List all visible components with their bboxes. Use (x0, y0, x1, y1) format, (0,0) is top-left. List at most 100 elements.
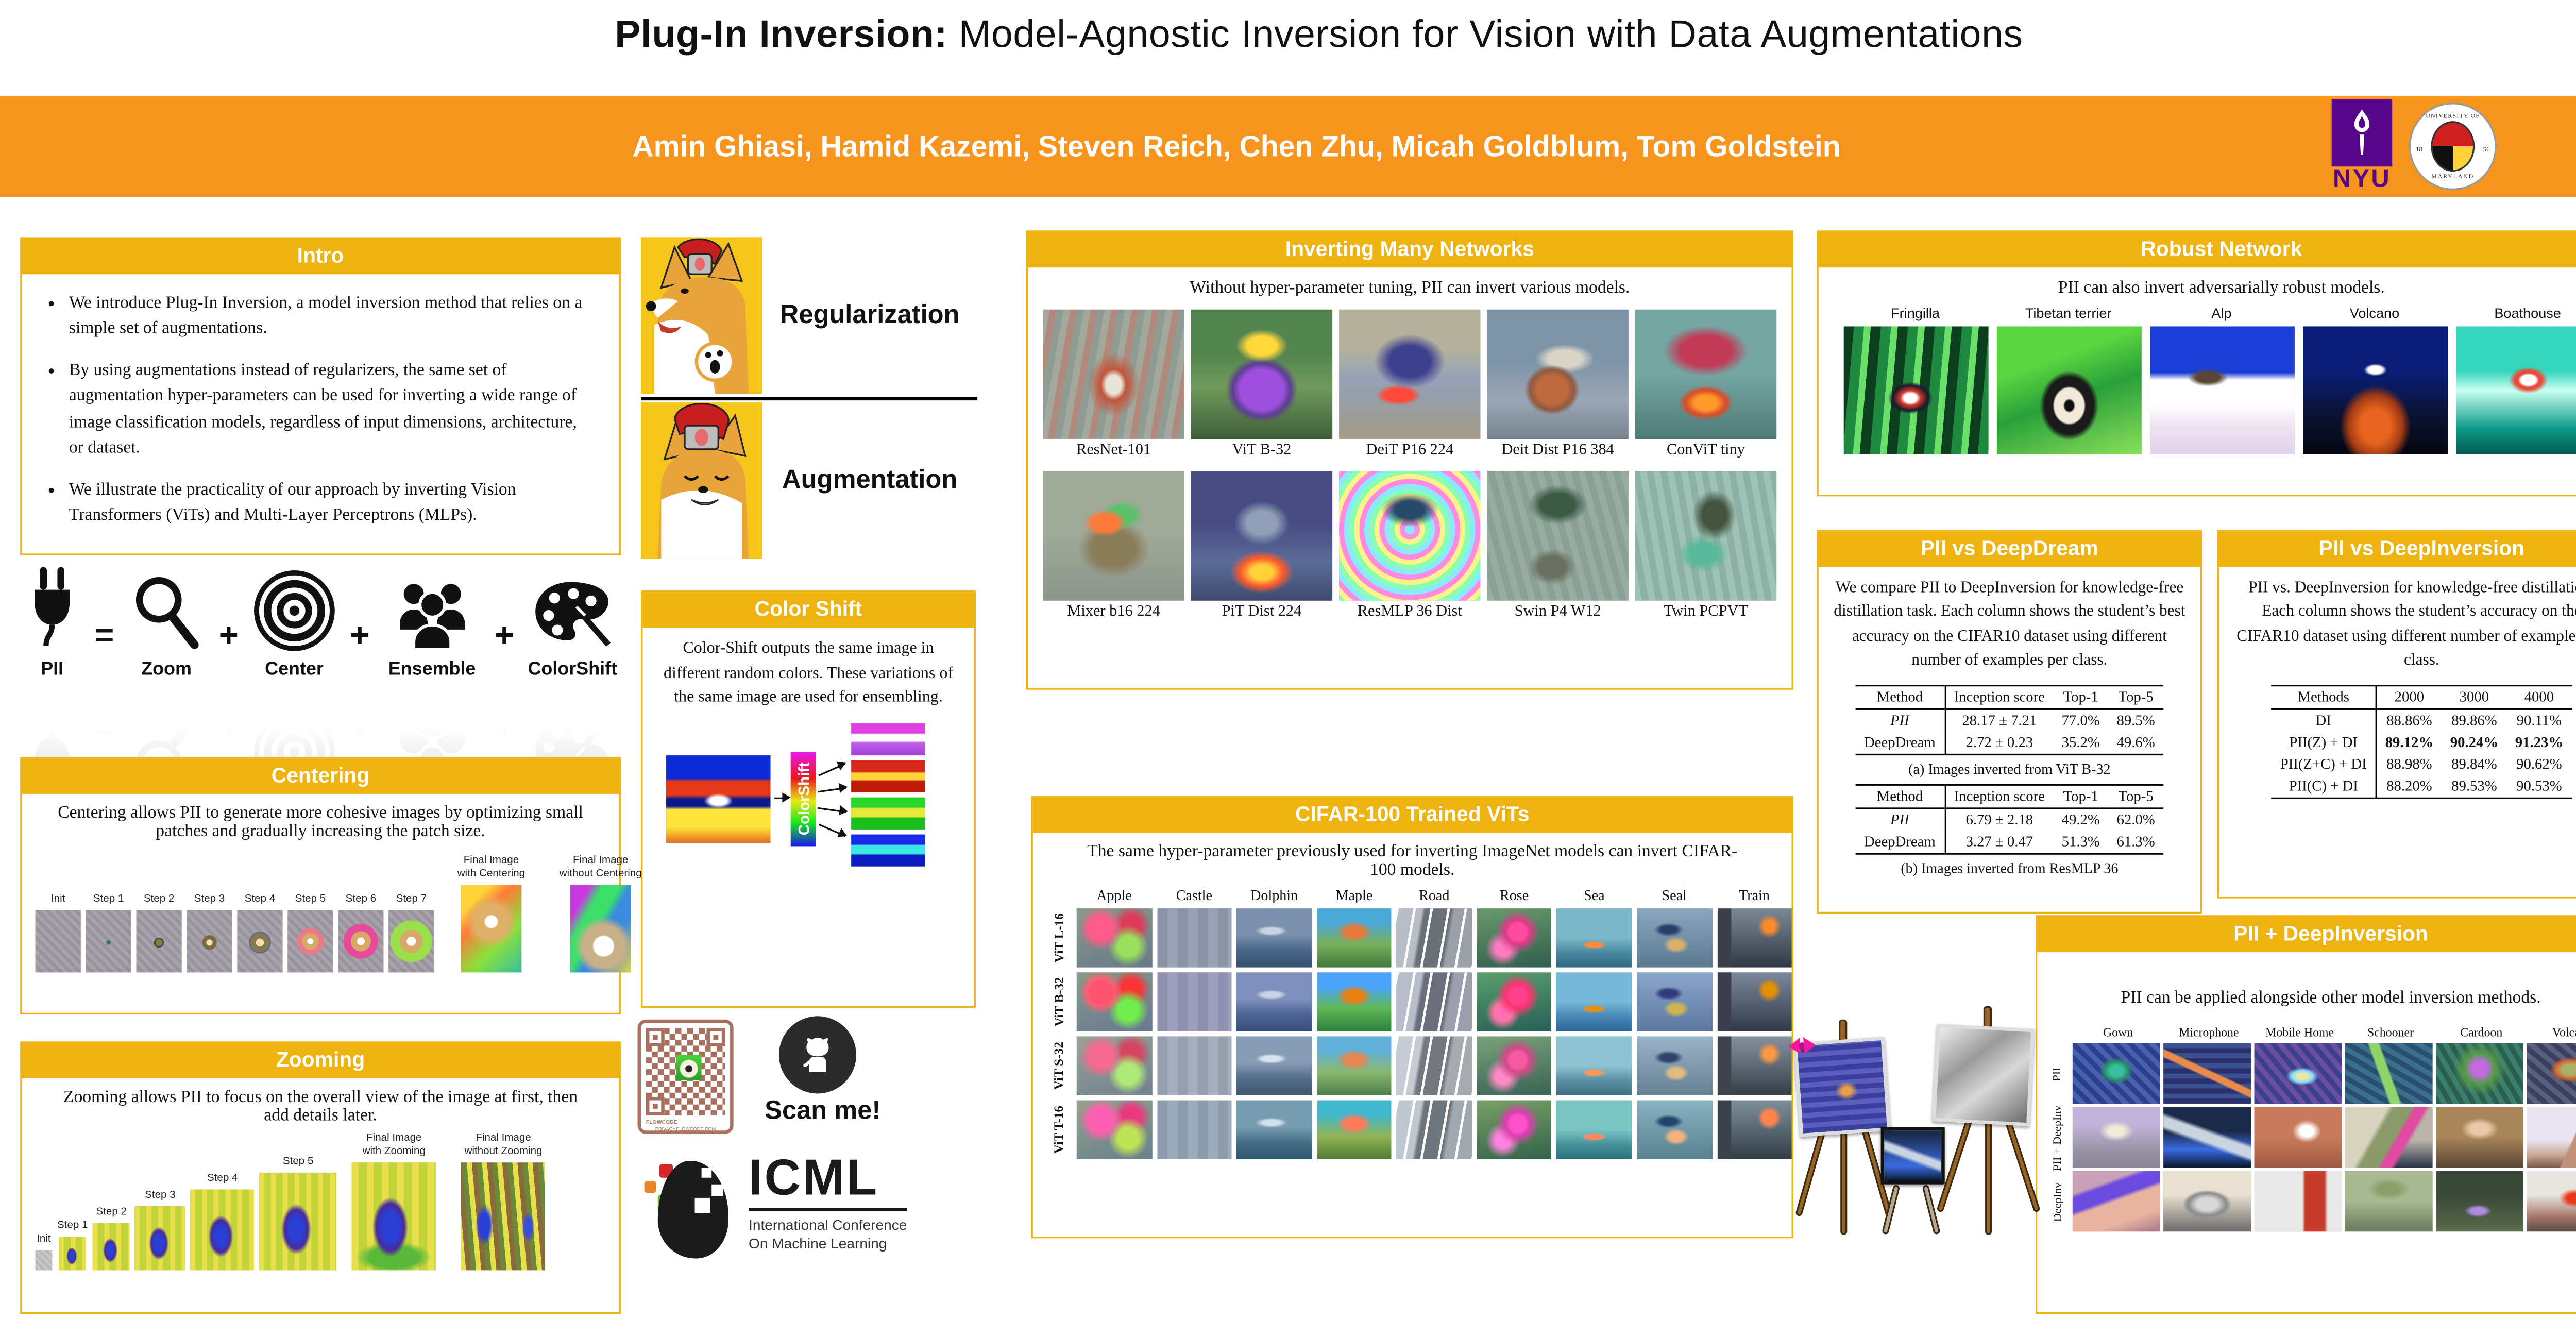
equation-term-label: PII (41, 683, 64, 703)
table-cell: 90.53% (2516, 777, 2562, 794)
final-image-label: Final Image without Centering (559, 854, 642, 880)
many-networks-box: Inverting Many Networks Without hyper-pa… (1026, 230, 1793, 690)
pii-plus-di-header: PII + DeepInversion (2037, 917, 2576, 953)
cifar-column-label: Sea (1584, 886, 1605, 904)
author-banner: Amin Ghiasi, Hamid Kazemi, Steven Reich,… (0, 96, 2576, 197)
scan-me-label: Scan me! (765, 1096, 881, 1126)
equation-operator: + (350, 617, 370, 655)
icml-wordmark: ICML (749, 1153, 907, 1212)
title-bold: Plug-In Inversion: (615, 11, 948, 56)
cifar-image (1636, 1036, 1712, 1095)
equation-term-label: Zoom (141, 660, 192, 680)
colorshift-header: Color Shift (642, 592, 974, 628)
table-row: DeepDream 2.72 ± 0.23 35.2% 49.6% (1855, 731, 2164, 754)
cifar-column-labels: Apple Castle Dolphin Maple Road Rose Sea Seal Tr… (1077, 887, 1792, 904)
cifar-column-label: Seal (1662, 886, 1687, 904)
table-cell: 90.11% (2516, 712, 2562, 729)
table-cell: 62.0% (2116, 811, 2155, 828)
table-header-cell: Top-1 (2063, 688, 2098, 705)
table-cell: 77.0% (2061, 712, 2100, 729)
cifar-image (1636, 972, 1712, 1031)
cifar-column-label: Train (1739, 886, 1770, 904)
step-label: Init (50, 893, 65, 905)
cifar-image (1397, 908, 1472, 968)
colorshift-source-image (666, 755, 771, 843)
easel-canvas-deepinv (1880, 1127, 1945, 1185)
icml-sub1: International Conference (749, 1216, 907, 1233)
people-icon (383, 576, 481, 653)
network-label: Twin PCPVT (1663, 604, 1749, 621)
plug-icon (24, 565, 81, 653)
deepinversion-header: PII vs DeepInversion (2218, 531, 2576, 567)
network-cell: Mixer b16 224 (1043, 471, 1184, 621)
table-cell: 88.86% (2375, 708, 2442, 731)
inverted-image (1487, 471, 1629, 601)
table-header-cell: Top-5 (2118, 688, 2154, 705)
authors: Amin Ghiasi, Hamid Kazemi, Steven Reich,… (632, 128, 1841, 163)
pdi-image (2072, 1171, 2160, 1232)
equation-term-ensemble: Ensemble (383, 683, 481, 757)
umd-seal-bottom-text: MARYLAND (2431, 173, 2475, 180)
robust-image (1843, 326, 1988, 454)
pdi-image (2527, 1107, 2576, 1168)
pdi-image (2527, 1171, 2576, 1232)
cifar-column-label: Rose (1500, 886, 1529, 904)
umd-year-right: 56 (2483, 144, 2490, 154)
qr-privacy: PRIVACY.FLOWCODE.COM (655, 1124, 716, 1131)
cifar-row: ViT T-16 (1046, 1100, 1792, 1159)
cifar-header: CIFAR-100 Trained ViTs (1032, 797, 1792, 833)
cifar-column-label: Castle (1176, 886, 1212, 904)
icml-head-icon (657, 1161, 728, 1259)
table-header-cell: Methods (2297, 688, 2349, 705)
pdi-image (2072, 1107, 2160, 1168)
many-networks-caption: Without hyper-parameter tuning, PII can … (1190, 279, 1630, 298)
cifar-box: CIFAR-100 Trained ViTs The same hyper-pa… (1031, 796, 1793, 1239)
robust-header: Robust Network (1818, 232, 2576, 268)
table-header-row: Method Inception score Top-1 Top-5 (1855, 685, 2164, 708)
robust-cell: Fringilla (1843, 305, 1988, 454)
network-cell: ResNet-101 (1043, 309, 1184, 459)
equation-operator: + (494, 617, 514, 655)
deepdream-caption: We compare PII to DeepInversion for know… (1834, 579, 2185, 670)
centering-header: Centering (22, 758, 619, 794)
cifar-image (1316, 972, 1392, 1031)
table-header-row: Method Inception score Top-1 Top-5 (1855, 784, 2164, 808)
table-cell: 49.6% (2116, 733, 2155, 751)
pdi-image (2345, 1171, 2433, 1232)
network-cell: ViT B-32 (1191, 309, 1333, 459)
step-image (187, 909, 232, 972)
qr-center-dog-image (676, 1055, 702, 1080)
intro-header: Intro (22, 239, 619, 275)
step-cell: Step 7 (388, 893, 434, 972)
cifar-image (1477, 1100, 1552, 1159)
cifar-image (1556, 1100, 1632, 1159)
table-header-cell: Method (1876, 787, 1923, 805)
cifar-image (1636, 1100, 1712, 1159)
cifar-image (1717, 908, 1792, 968)
network-row: ResNet-101 ViT B-32 DeiT P16 224 Deit Dist … (1028, 309, 1791, 459)
final-image-label: Final Image with Zooming (362, 1132, 426, 1158)
colorshift-bar: ColorShift (790, 752, 816, 847)
cifar-row: ViT S-32 (1046, 1036, 1792, 1095)
robust-caption: PII can also invert adversarially robust… (2058, 279, 2385, 298)
page-title: Plug-In Inversion: Model-Agnostic Invers… (0, 12, 2576, 57)
step-image (35, 909, 81, 972)
cifar-row-label: ViT L-16 (1051, 913, 1067, 963)
pdi-row-label: DeepInv (2052, 1181, 2064, 1221)
cifar-row: ViT B-32 (1046, 972, 1792, 1031)
equation-term-label: Ensemble (388, 660, 476, 680)
pdi-image (2436, 1107, 2523, 1168)
cifar-image (1477, 908, 1552, 968)
step-image (287, 909, 333, 972)
pdi-image (2254, 1171, 2342, 1232)
intro-bullet: We illustrate the practicality of our ap… (69, 477, 596, 529)
table-cell: PII (1890, 811, 1909, 828)
arrow-icon (774, 791, 791, 806)
final-image (461, 884, 522, 972)
table-cell: DeepDream (1864, 733, 1936, 751)
step-cell: Step 2 (93, 1206, 130, 1270)
step-cell: Init (35, 893, 81, 972)
step-image (59, 1236, 86, 1270)
table-cell: 91.23% (2515, 733, 2564, 751)
arrow-icon (817, 807, 846, 814)
